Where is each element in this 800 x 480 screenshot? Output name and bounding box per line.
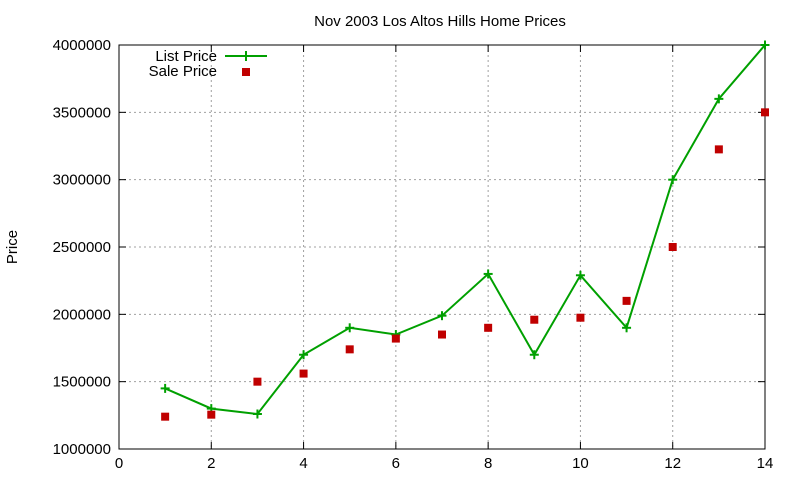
y-tick-label: 1500000 [53,374,111,391]
x-tick-label: 8 [484,455,492,472]
sale-price-point [576,313,585,322]
list-price-point [252,409,262,419]
axis-ticks: 0 2 4 6 8 10 12 14 1000000 1500000 2000000 2500000 3… [53,37,774,472]
x-tick-label: 14 [757,455,774,472]
legend-label-list-price: List Price [155,48,217,65]
sale-price-point [161,412,170,421]
list-price-point [299,350,309,360]
legend-marker-list-price [241,51,251,61]
sale-price-point [530,315,539,324]
sale-price-point [438,330,446,339]
sale-price-point [345,345,354,354]
y-tick-label: 1000000 [53,441,111,458]
list-price-line [164,44,766,416]
grid-lines [119,45,765,449]
legend-marker-sale-price [242,68,250,76]
series-layer [160,40,770,421]
list-price-point [575,270,585,280]
list-price-point [437,311,447,321]
sale-price-point [299,369,308,378]
list-price-point [760,40,770,50]
chart-title: Nov 2003 Los Altos Hills Home Prices [314,13,566,30]
list-price-point [160,383,170,393]
y-tick-label: 2500000 [53,239,111,256]
sale-price-point [207,410,216,419]
legend-label-sale-price: Sale Price [149,63,217,80]
list-price-point [622,323,632,333]
sale-price-point [391,334,400,343]
list-price-point [483,269,493,279]
x-tick-label: 12 [664,455,681,472]
sale-price-point [668,243,677,251]
list-price-point [529,350,539,360]
sale-price-point [253,377,262,386]
sale-price-point [714,145,723,154]
x-tick-label: 0 [115,455,123,472]
list-price-point [345,323,355,333]
sale-price-point [761,108,769,117]
x-tick-label: 6 [392,455,400,472]
y-tick-label: 4000000 [53,37,111,54]
y-tick-label: 3500000 [53,104,111,121]
x-tick-label: 10 [572,455,589,472]
list-price-point [714,94,724,104]
x-tick-label: 2 [207,455,215,472]
y-axis-label: Price [4,230,21,264]
x-tick-label: 4 [299,455,307,472]
sale-price-point [484,323,493,332]
legend: List Price Sale Price [149,48,267,80]
sale-price-point [622,296,631,305]
list-price-point [668,175,678,185]
y-tick-label: 3000000 [53,172,111,189]
y-tick-label: 2000000 [53,306,111,323]
